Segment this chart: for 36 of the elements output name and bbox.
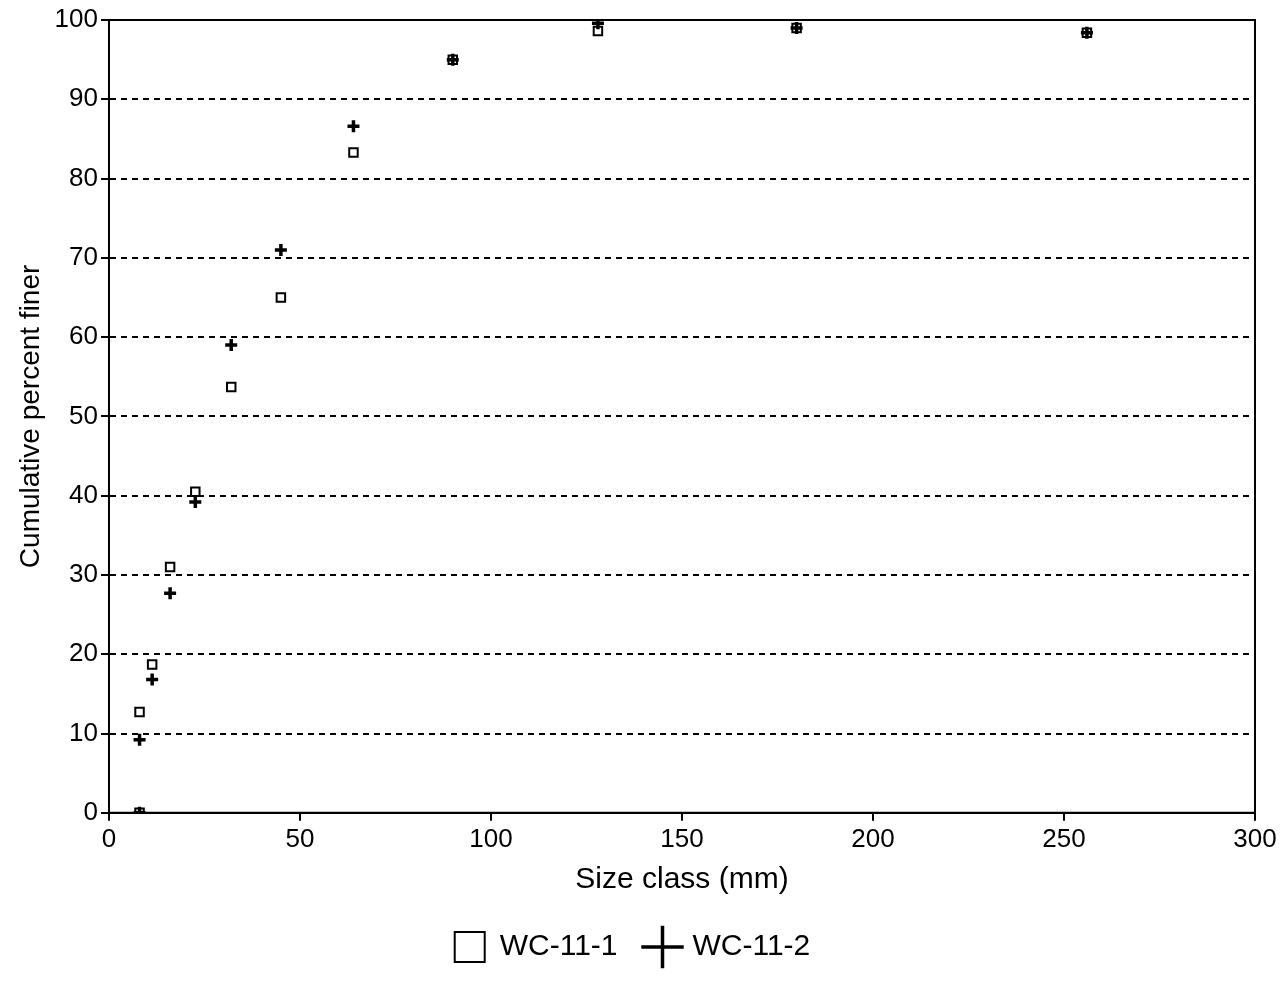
- x-tick-label: 200: [851, 822, 895, 853]
- legend-label: WC-11-2: [692, 928, 811, 962]
- legend-label: WC-11-1: [499, 928, 618, 962]
- point: [225, 381, 237, 393]
- point: [131, 732, 148, 748]
- point: [223, 337, 239, 353]
- y-tick-label: 80: [69, 161, 98, 192]
- x-tick-label: 300: [1233, 822, 1277, 853]
- y-tick-label: 60: [69, 320, 98, 351]
- point: [164, 561, 176, 573]
- point: [275, 292, 287, 303]
- x-tick-label: 50: [285, 822, 315, 853]
- point: [134, 706, 145, 718]
- point: [190, 486, 201, 497]
- y-tick-label: 90: [69, 82, 98, 113]
- point: [345, 118, 362, 134]
- x-axis-title: Size class (mm): [575, 861, 789, 895]
- x-tick-label: 150: [660, 822, 704, 853]
- y-tick-label: 100: [54, 3, 98, 34]
- point: [146, 659, 158, 670]
- point: [144, 671, 160, 688]
- point: [162, 585, 178, 601]
- y-tick-label: 20: [69, 637, 98, 668]
- y-tick-label: 70: [69, 241, 98, 272]
- y-axis-title: Cumulative percent finer: [13, 264, 45, 569]
- y-tick-label: 30: [69, 558, 98, 589]
- point: [348, 147, 359, 158]
- x-tick-label: 0: [101, 822, 117, 853]
- y-tick-label: 50: [69, 399, 98, 430]
- point: [592, 25, 604, 37]
- y-tick-label: 40: [69, 478, 98, 509]
- x-tick-label: 100: [469, 822, 513, 853]
- x-tick-label: 250: [1042, 822, 1086, 853]
- y-tick-label: 0: [83, 795, 98, 826]
- point: [273, 242, 289, 258]
- y-tick-label: 10: [69, 716, 98, 747]
